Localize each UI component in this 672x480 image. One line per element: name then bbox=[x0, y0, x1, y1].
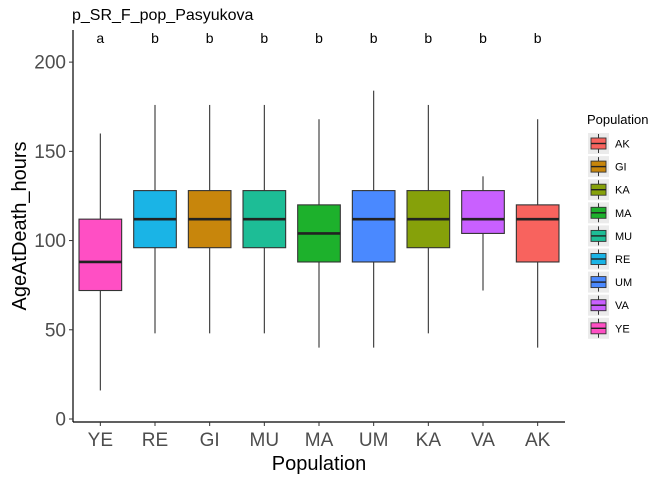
y-axis-ticks: 0 50 100 150 200 bbox=[34, 53, 73, 431]
significance-letter: b bbox=[315, 30, 323, 46]
x-tick-label: VA bbox=[471, 430, 495, 451]
significance-letter: b bbox=[260, 30, 268, 46]
box-ak: b bbox=[515, 30, 560, 348]
legend-item-gi: GI bbox=[588, 156, 627, 178]
legend-label: RE bbox=[615, 254, 630, 266]
y-tick-label: 50 bbox=[45, 320, 66, 341]
legend-label: AK bbox=[615, 139, 630, 151]
significance-letter: b bbox=[479, 30, 487, 46]
x-tick-label: YE bbox=[88, 430, 113, 451]
x-axis-title: Population bbox=[272, 453, 367, 475]
y-tick-label: 100 bbox=[34, 231, 66, 252]
legend-label: MU bbox=[615, 231, 632, 243]
legend-label: UM bbox=[615, 277, 632, 289]
legend-item-va: VA bbox=[588, 294, 630, 316]
box-ye: a bbox=[78, 30, 123, 391]
x-tick-label: KA bbox=[416, 430, 442, 451]
legend-item-re: RE bbox=[588, 248, 630, 270]
box-ka: b bbox=[406, 30, 451, 334]
legend-title: Population bbox=[587, 112, 648, 127]
significance-letter: a bbox=[96, 30, 104, 46]
box-body bbox=[351, 190, 396, 263]
x-tick-label: UM bbox=[359, 430, 389, 451]
box-body bbox=[78, 218, 123, 292]
legend-label: GI bbox=[615, 162, 627, 174]
box-mu: b bbox=[242, 30, 287, 334]
y-tick-label: 0 bbox=[55, 410, 66, 431]
legend-label: YE bbox=[615, 323, 630, 335]
significance-letter: b bbox=[424, 30, 432, 46]
legend-item-ka: KA bbox=[588, 179, 630, 201]
legend-label: KA bbox=[615, 185, 630, 197]
legend-label: MA bbox=[615, 208, 632, 220]
chart-title: p_SR_F_pop_Pasyukova bbox=[72, 7, 254, 24]
x-tick-label: GI bbox=[200, 430, 220, 451]
legend: Population AK GI KA MA MU RE UM VA YE bbox=[587, 112, 648, 339]
x-tick-label: RE bbox=[142, 430, 168, 451]
x-axis-ticks: YE RE GI MU MA UM KA VA AK bbox=[88, 422, 551, 451]
x-tick-label: MA bbox=[305, 430, 334, 451]
y-tick-label: 150 bbox=[34, 142, 66, 163]
box-body bbox=[515, 204, 560, 263]
significance-letter: b bbox=[370, 30, 378, 46]
box-re: b bbox=[133, 30, 177, 334]
box-va: b bbox=[461, 30, 505, 291]
significance-letter: b bbox=[151, 30, 159, 46]
x-tick-label: AK bbox=[525, 430, 551, 451]
legend-item-ak: AK bbox=[588, 133, 630, 154]
significance-letter: b bbox=[534, 30, 542, 46]
y-axis-title: AgeAtDeath_hours bbox=[9, 141, 31, 310]
box-um: b bbox=[351, 30, 396, 348]
legend-item-mu: MU bbox=[588, 225, 632, 247]
legend-label: VA bbox=[615, 300, 630, 312]
legend-item-ma: MA bbox=[588, 202, 632, 224]
significance-letter: b bbox=[206, 30, 214, 46]
legend-item-ye: YE bbox=[588, 317, 630, 339]
y-tick-label: 200 bbox=[34, 53, 66, 74]
legend-item-um: UM bbox=[588, 271, 632, 293]
box-ma: b bbox=[297, 30, 341, 348]
box-body bbox=[461, 190, 505, 234]
box-gi: b bbox=[187, 30, 232, 334]
x-tick-label: MU bbox=[250, 430, 280, 451]
